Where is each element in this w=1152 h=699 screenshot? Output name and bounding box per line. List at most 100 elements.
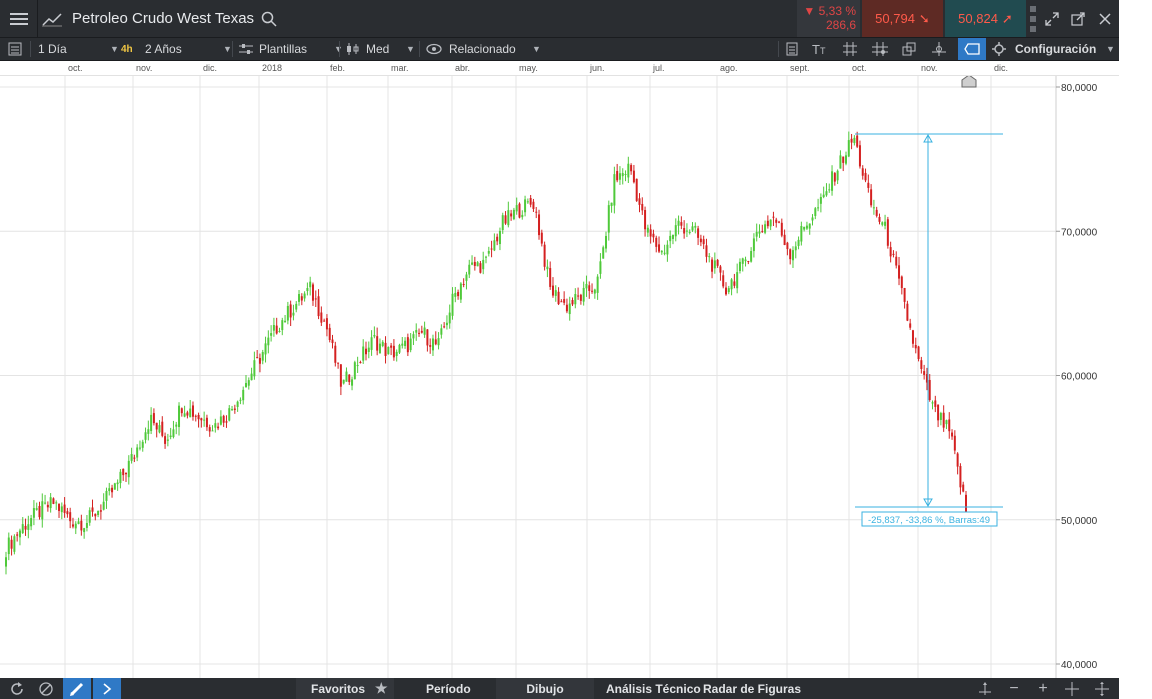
candle-body: [727, 288, 730, 293]
pencil-tool-button[interactable]: [63, 678, 91, 699]
candle-body: [663, 252, 666, 254]
candle-body: [119, 471, 122, 484]
tag-button[interactable]: [958, 38, 986, 60]
refresh-button[interactable]: [4, 678, 30, 699]
templates-select[interactable]: Plantillas ▼: [239, 38, 343, 60]
expand-button[interactable]: [1041, 0, 1063, 37]
candle-body: [41, 501, 44, 520]
candle-body: [568, 303, 571, 315]
move-button[interactable]: [975, 678, 995, 699]
period-tab[interactable]: Período: [426, 678, 471, 699]
divider: [778, 41, 779, 57]
chart-type-button[interactable]: [38, 0, 66, 37]
pattern-radar-tab[interactable]: Radar de Figuras: [703, 678, 801, 699]
candle-body: [63, 504, 66, 513]
list-icon: [8, 42, 22, 56]
candle-body: [445, 322, 448, 326]
favorites-label: Favoritos: [311, 681, 366, 696]
search-button[interactable]: [258, 0, 280, 37]
period-label: Período: [426, 681, 471, 696]
candle-body: [850, 138, 853, 143]
layers-button[interactable]: [902, 38, 916, 60]
month-label: abr.: [455, 63, 471, 73]
candle-body: [292, 312, 295, 316]
candle-body: [632, 170, 635, 183]
candle-body: [390, 345, 393, 348]
crosshair-toggle-button[interactable]: [1062, 678, 1082, 699]
zoom-in-button[interactable]: +: [1033, 678, 1053, 699]
candle-body: [334, 345, 337, 363]
candle-body: [473, 261, 476, 266]
chart-style-select[interactable]: Med ▼: [346, 38, 415, 60]
candle-body: [370, 337, 373, 350]
candle-body: [521, 214, 524, 218]
crosshair-button[interactable]: [932, 38, 946, 60]
candle-body: [7, 537, 10, 555]
indicators-button[interactable]: [786, 38, 798, 60]
candle-body: [836, 170, 839, 181]
candle-body: [655, 237, 658, 247]
settings-menu[interactable]: Configuración ▼: [992, 38, 1116, 60]
candle-body: [554, 290, 557, 296]
candle-body: [46, 504, 49, 508]
scroll-marker-icon[interactable]: [961, 74, 977, 88]
candle-body: [415, 329, 418, 333]
interval-select[interactable]: 1 Día ▼: [38, 38, 119, 60]
range-select[interactable]: 2 Años ▼: [145, 38, 232, 60]
candle-body: [496, 236, 499, 242]
month-label: may.: [519, 63, 538, 73]
candle-body: [909, 323, 912, 328]
popout-button[interactable]: [1067, 0, 1089, 37]
candle-body: [881, 222, 884, 225]
text-size-button[interactable]: TT: [812, 38, 825, 60]
candle-body: [699, 238, 702, 243]
candle-body: [593, 289, 596, 294]
time-axis[interactable]: oct. nov. dic. 2018 feb. mar. abr. may. …: [0, 61, 1119, 76]
candle-body: [392, 345, 395, 358]
candle-body: [233, 408, 236, 410]
candle-body: [627, 163, 630, 178]
magnet-tool-button[interactable]: [93, 678, 121, 699]
grid-toggle-button[interactable]: [843, 38, 857, 60]
candle-body: [404, 340, 407, 347]
candle-body: [928, 379, 931, 400]
candle-body: [889, 247, 892, 257]
candle-body: [571, 300, 574, 305]
price-chart[interactable]: 80,0000 70,0000 60,0000 50,0000 40,0000 -25,8…: [0, 0, 1119, 699]
fit-button[interactable]: [1092, 678, 1112, 699]
favorites-tab[interactable]: Favoritos ★: [296, 678, 394, 699]
sell-price-button[interactable]: 50,794 ➘: [862, 0, 943, 37]
line-chart-icon: [42, 12, 62, 26]
hide-drawings-button[interactable]: [33, 678, 59, 699]
sub-interval-badge[interactable]: 4h: [121, 38, 133, 60]
candle-body: [585, 283, 588, 289]
related-select[interactable]: Relacionado ▼: [426, 38, 541, 60]
zoom-out-button[interactable]: −: [1004, 678, 1024, 699]
candle-body: [831, 171, 834, 191]
snap-grid-icon: [872, 42, 888, 56]
candle-body: [99, 510, 102, 512]
candle-body: [222, 415, 225, 423]
candle-body: [178, 405, 181, 428]
candle-body: [711, 259, 714, 272]
chart-list-button[interactable]: [8, 38, 22, 60]
candlestick-icon: [347, 43, 359, 55]
bottom-toolbar: Favoritos ★ Período Dibujo Análisis Técn…: [0, 678, 1119, 699]
snap-grid-button[interactable]: [872, 38, 888, 60]
candle-body: [507, 210, 510, 226]
candle-body: [641, 203, 644, 211]
candle-body: [161, 421, 164, 436]
hamburger-menu-button[interactable]: [0, 0, 38, 37]
close-button[interactable]: [1094, 0, 1116, 37]
candle-body: [261, 352, 264, 361]
measure-label-box[interactable]: [861, 511, 998, 527]
candle-body: [122, 468, 125, 476]
buy-price-button[interactable]: 50,824 ➚: [945, 0, 1026, 37]
candle-body: [158, 425, 161, 433]
chart-scroll-handle[interactable]: [1027, 0, 1039, 37]
candle-body: [286, 305, 289, 321]
drawing-tab[interactable]: Dibujo: [496, 678, 594, 699]
candle-body: [485, 256, 487, 258]
technical-analysis-tab[interactable]: Análisis Técnico: [606, 678, 701, 699]
candle-body: [510, 213, 513, 217]
